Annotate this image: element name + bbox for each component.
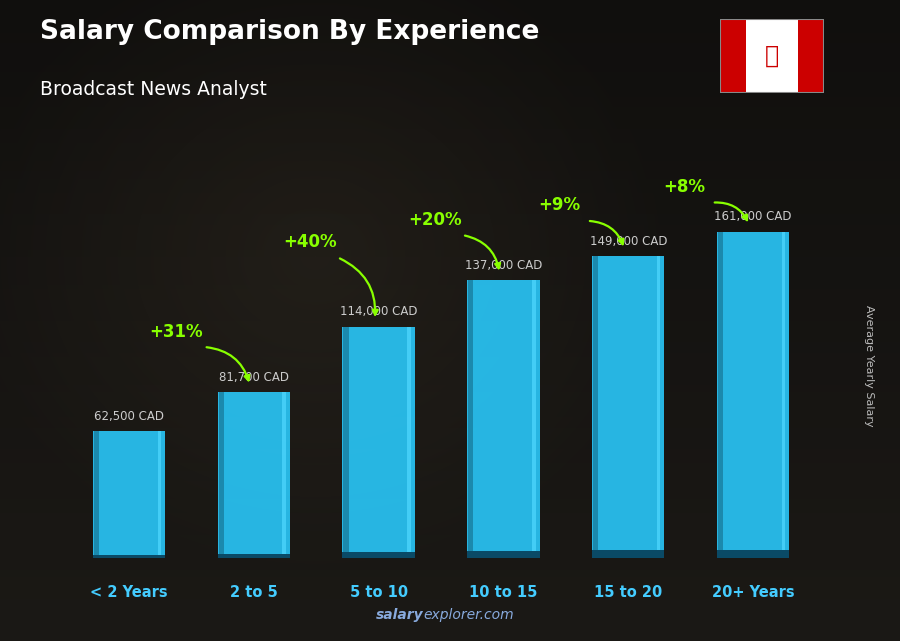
Text: explorer.com: explorer.com [423, 608, 514, 622]
Text: 20+ Years: 20+ Years [712, 585, 795, 599]
Text: 2 to 5: 2 to 5 [230, 585, 277, 599]
Bar [717, 549, 789, 558]
Bar [218, 554, 290, 558]
Bar [797, 19, 824, 93]
Bar [218, 392, 290, 558]
Bar [593, 256, 598, 558]
Text: < 2 Years: < 2 Years [90, 585, 167, 599]
Text: 5 to 10: 5 to 10 [349, 585, 408, 599]
Bar [158, 431, 161, 558]
Text: Salary Comparison By Experience: Salary Comparison By Experience [40, 19, 540, 46]
Text: 62,500 CAD: 62,500 CAD [94, 410, 164, 422]
Bar [720, 19, 746, 93]
Text: 15 to 20: 15 to 20 [594, 585, 662, 599]
Text: Broadcast News Analyst: Broadcast News Analyst [40, 80, 267, 99]
Bar [344, 327, 348, 558]
Bar [468, 280, 473, 558]
Text: Average Yearly Salary: Average Yearly Salary [863, 304, 874, 426]
Bar [532, 280, 536, 558]
Text: 10 to 15: 10 to 15 [469, 585, 537, 599]
Text: 161,000 CAD: 161,000 CAD [715, 210, 792, 223]
Text: +20%: +20% [408, 211, 462, 229]
Text: salary: salary [375, 608, 423, 622]
Bar [283, 392, 286, 558]
Bar [657, 256, 661, 558]
FancyArrowPatch shape [715, 203, 747, 220]
Bar [342, 552, 415, 558]
Bar [592, 550, 664, 558]
Bar [93, 431, 165, 558]
Text: 81,700 CAD: 81,700 CAD [219, 371, 289, 384]
Text: +40%: +40% [284, 233, 337, 251]
Bar [93, 554, 165, 558]
Text: +9%: +9% [538, 196, 580, 215]
Bar [782, 232, 786, 558]
Bar [592, 256, 664, 558]
Bar [717, 232, 789, 558]
FancyArrowPatch shape [465, 236, 500, 269]
Bar [467, 280, 540, 558]
Bar [407, 327, 410, 558]
Bar [718, 232, 723, 558]
Text: 149,000 CAD: 149,000 CAD [590, 235, 667, 247]
Bar [219, 392, 224, 558]
Bar [746, 19, 797, 93]
FancyArrowPatch shape [340, 258, 378, 315]
Text: 137,000 CAD: 137,000 CAD [464, 259, 542, 272]
FancyArrowPatch shape [207, 347, 249, 380]
FancyArrowPatch shape [590, 221, 624, 244]
Text: +8%: +8% [663, 178, 706, 196]
Text: 114,000 CAD: 114,000 CAD [340, 306, 418, 319]
Text: 🍁: 🍁 [765, 44, 778, 68]
Text: +31%: +31% [149, 322, 203, 340]
Bar [94, 431, 99, 558]
Bar [467, 551, 540, 558]
Bar [342, 327, 415, 558]
